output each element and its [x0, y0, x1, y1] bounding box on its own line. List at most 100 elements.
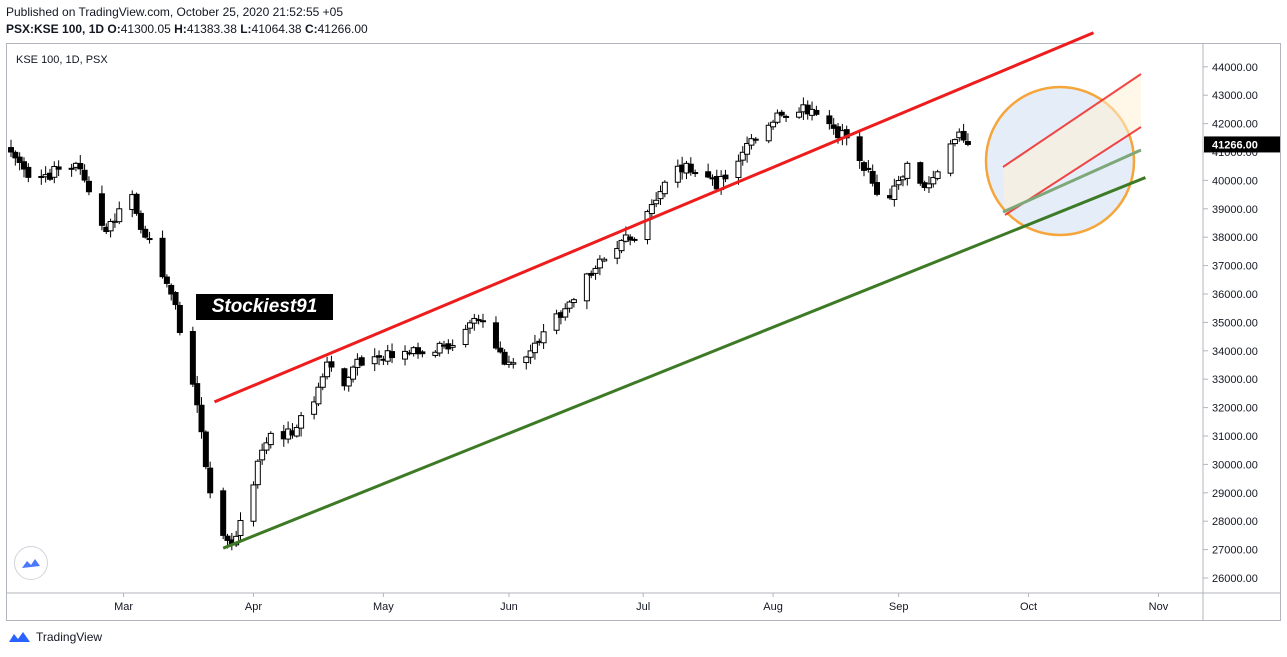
candle — [947, 139, 954, 177]
candle-body-down — [692, 172, 699, 175]
candle-body-down — [85, 180, 92, 193]
h-value: 41383.38 — [186, 22, 237, 36]
candle-body-up — [553, 313, 560, 331]
candle — [523, 355, 530, 370]
candle-body-up — [570, 299, 577, 304]
candle-body-up — [744, 142, 751, 155]
watermark-text: Stockiest91 — [211, 296, 318, 317]
candle — [263, 437, 270, 455]
candle — [466, 319, 473, 334]
candle-body-up — [51, 166, 58, 178]
c-label: C: — [304, 22, 318, 36]
candle-body-up — [925, 183, 932, 189]
candle — [432, 350, 439, 358]
candle — [527, 344, 534, 365]
candle — [796, 107, 803, 119]
candle — [566, 300, 573, 313]
resistance-trendline[interactable] — [213, 31, 1095, 404]
candle — [783, 114, 790, 123]
candle-body-down — [328, 361, 335, 368]
candle — [194, 375, 201, 413]
candle-body-down — [964, 141, 971, 145]
candle-body-up — [350, 366, 357, 380]
candle — [934, 169, 941, 181]
candle — [631, 237, 638, 243]
candle — [415, 342, 422, 359]
price-tick-label: 27000.00 — [1212, 545, 1258, 557]
candle — [371, 348, 378, 372]
candle-body-up — [891, 185, 898, 201]
candle — [267, 431, 274, 449]
price-tick-label: 38000.00 — [1212, 232, 1258, 244]
price-tick-label: 28000.00 — [1212, 516, 1258, 528]
candle-body-up — [475, 319, 482, 322]
candle — [207, 461, 214, 499]
published-caption: Published on TradingView.com, October 25… — [6, 5, 344, 19]
candle-body-up — [259, 449, 266, 461]
candle — [159, 230, 166, 279]
candle — [865, 159, 872, 173]
candle — [510, 357, 517, 369]
candle — [163, 274, 170, 288]
time-tick-label: May — [373, 601, 394, 613]
candle-body-down — [224, 535, 231, 541]
candle — [687, 157, 694, 176]
candle-body-down — [588, 272, 595, 276]
candle-body-down — [8, 147, 14, 153]
candle — [748, 134, 755, 150]
candle — [142, 225, 149, 239]
candle-body-down — [492, 322, 499, 349]
support-trendline[interactable] — [222, 176, 1147, 550]
price-tick-label: 37000.00 — [1212, 261, 1258, 273]
channel-upper-line[interactable] — [1002, 73, 1142, 168]
candle — [826, 110, 833, 130]
candle — [501, 349, 508, 366]
candle-body-down — [81, 169, 88, 181]
candle-body-up — [237, 520, 244, 536]
last-price-tag-bg — [1204, 136, 1280, 153]
candle — [116, 201, 123, 225]
tradingview-logo-button[interactable] — [14, 546, 48, 580]
price-tick-label: 34000.00 — [1212, 346, 1258, 358]
candle-body-down — [198, 404, 205, 433]
candle-body-down — [874, 182, 880, 195]
candle — [705, 163, 712, 179]
candle — [20, 157, 27, 178]
candle — [293, 424, 300, 438]
footer-brand: TradingView — [36, 630, 103, 644]
channel-support-line[interactable] — [1002, 148, 1142, 214]
candle — [692, 169, 699, 177]
time-tick-label: Sep — [889, 601, 909, 613]
candle-body-up — [614, 248, 621, 259]
candle — [98, 185, 105, 231]
candle — [891, 178, 898, 207]
candle — [376, 350, 383, 366]
candle — [133, 192, 140, 216]
candle — [497, 341, 504, 354]
candle — [722, 169, 729, 183]
channel-fill — [1003, 74, 1141, 215]
time-axis[interactable]: Mar Apr May Jun Jul Aug Sep Oct Nov — [114, 593, 1169, 613]
chart-frame[interactable] — [6, 43, 1281, 621]
candle-body-down — [98, 193, 105, 226]
candle-body-up — [951, 139, 958, 145]
highlight-channel-group — [1002, 73, 1142, 216]
candle — [644, 209, 651, 245]
time-tick-label: Mar — [114, 601, 133, 613]
candle — [657, 185, 664, 205]
candle — [8, 139, 14, 158]
candle — [904, 161, 911, 186]
candle-body-up — [661, 181, 668, 195]
candle-body-down — [415, 347, 422, 355]
candle-body-up — [895, 180, 902, 186]
candle-body-down — [826, 115, 833, 125]
candle-body-down — [163, 276, 170, 284]
candle-body-up — [770, 121, 777, 128]
price-tick-label: 39000.00 — [1212, 204, 1258, 216]
candle-body-up — [432, 351, 439, 356]
candle — [930, 170, 937, 188]
candle — [68, 163, 75, 177]
time-tick-label: Aug — [763, 601, 783, 613]
candle-body-up — [436, 342, 443, 354]
